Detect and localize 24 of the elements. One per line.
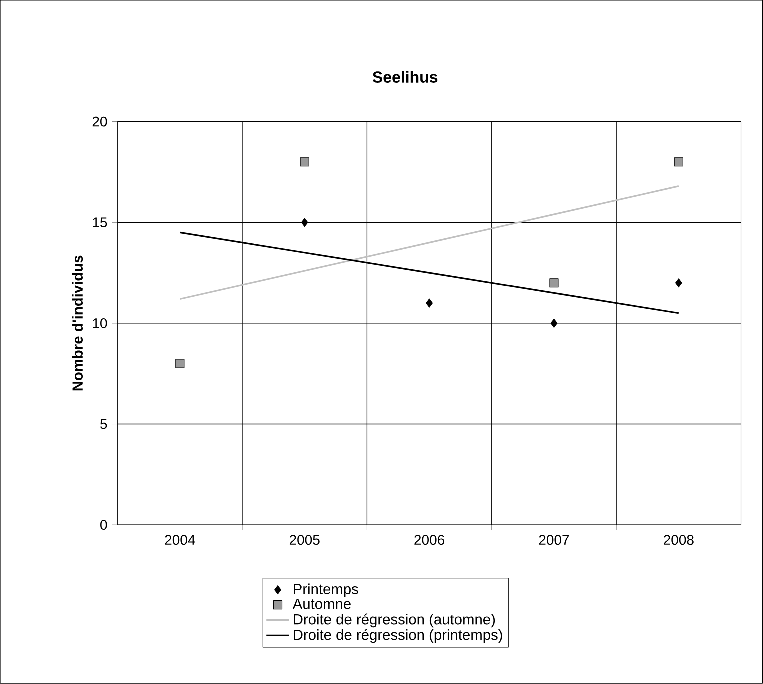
legend-label: Droite de régression (automne): [294, 614, 496, 628]
legend-label: Automne: [292, 599, 351, 610]
point: [301, 218, 308, 228]
chart-title: Seelihus: [372, 71, 438, 84]
x-tick-label: 2008: [664, 535, 694, 546]
x-tick-label: 2004: [165, 535, 196, 546]
point: [550, 318, 558, 328]
point: [426, 298, 434, 308]
x-tick-label: 2006: [414, 535, 444, 546]
point: [550, 278, 559, 288]
y-tick-label: 0: [100, 520, 108, 530]
y-tick-label: 15: [93, 218, 108, 228]
legend-label: Droite de régression (printemps): [294, 629, 502, 644]
x-tick-label: 2007: [539, 535, 570, 546]
point: [300, 158, 310, 167]
point: [675, 278, 682, 288]
y-tick-label: 10: [93, 318, 108, 328]
legend-label: Printemps: [294, 584, 358, 598]
y-axis-title: Nombre d'individus: [72, 256, 84, 391]
x-tick-label: 2005: [290, 535, 320, 546]
y-tick-label: 5: [100, 419, 108, 430]
point: [674, 158, 684, 167]
y-tick-label: 20: [92, 116, 108, 127]
point: [176, 359, 185, 368]
